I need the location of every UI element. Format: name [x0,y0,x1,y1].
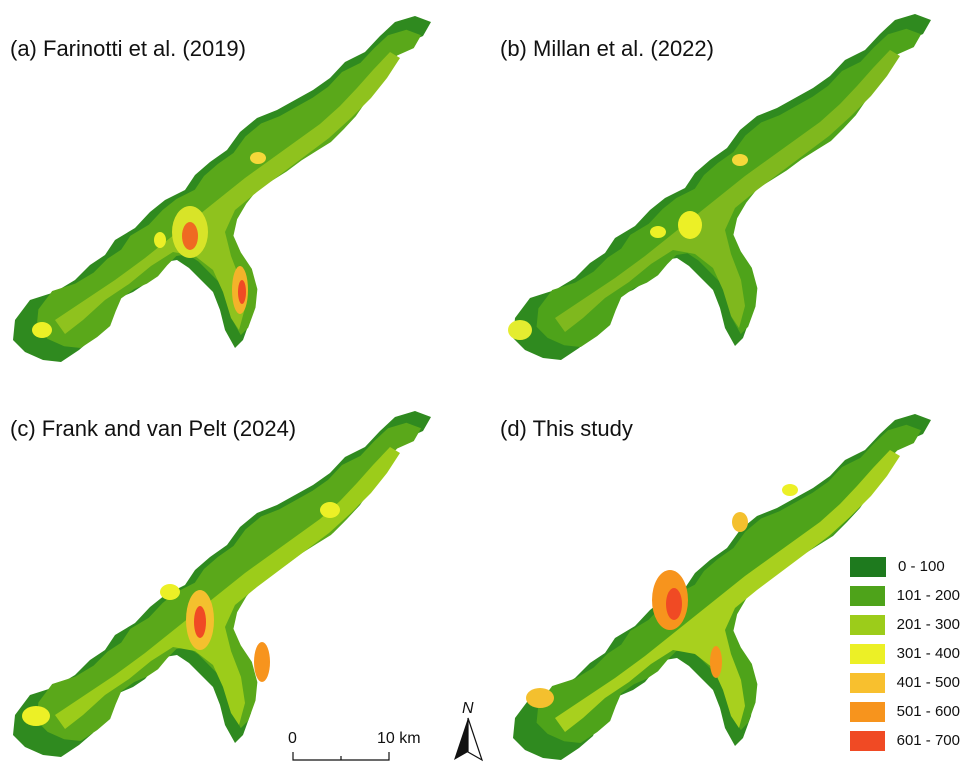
legend-swatch [850,730,885,751]
legend-item: 101 - 200 [850,581,960,610]
legend: 0 - 100 101 - 200 201 - 300 301 - 400 40… [850,552,960,755]
legend-swatch [850,614,885,635]
thickness-map-d [513,414,931,760]
legend-label: 0 - 100 [898,558,945,575]
scale-bar-line [292,752,390,761]
panel-d: (d) This study [490,390,967,770]
legend-swatch [850,585,885,606]
legend-item: 201 - 300 [850,610,960,639]
thickness-map-a [13,16,431,362]
legend-label: 601 - 700 [896,732,960,749]
legend-swatch [850,556,886,577]
panel-title: (a) Farinotti et al. (2019) [10,36,246,61]
panel-title: (d) This study [500,416,633,441]
scale-end-label: 10 km [377,730,421,747]
legend-swatch [850,643,885,664]
legend-swatch [850,672,885,693]
panel-c: (c) Frank and van Pelt (2024) [0,390,480,770]
legend-item: 501 - 600 [850,697,960,726]
legend-item: 601 - 700 [850,726,960,755]
scale-start-label: 0 [288,730,297,747]
scale-bar: 0 10 km [285,730,445,766]
legend-label: 401 - 500 [896,674,960,691]
legend-label: 301 - 400 [896,645,960,662]
legend-label: 501 - 600 [896,703,960,720]
thickness-map-c [13,411,431,757]
legend-item: 401 - 500 [850,668,960,697]
north-arrow: N [448,700,488,766]
north-label: N [462,700,474,717]
panel-b: (b) Millan et al. (2022) [490,0,967,380]
thickness-map-b [508,14,931,360]
legend-label: 201 - 300 [896,616,960,633]
legend-swatch [850,701,885,722]
legend-item: 0 - 100 [850,552,960,581]
legend-label: 101 - 200 [896,587,960,604]
legend-item: 301 - 400 [850,639,960,668]
north-arrow-icon [454,717,484,762]
panel-title: (c) Frank and van Pelt (2024) [10,416,297,441]
panel-a: (a) Farinotti et al. (2019) [0,0,480,380]
panel-title: (b) Millan et al. (2022) [500,36,714,61]
